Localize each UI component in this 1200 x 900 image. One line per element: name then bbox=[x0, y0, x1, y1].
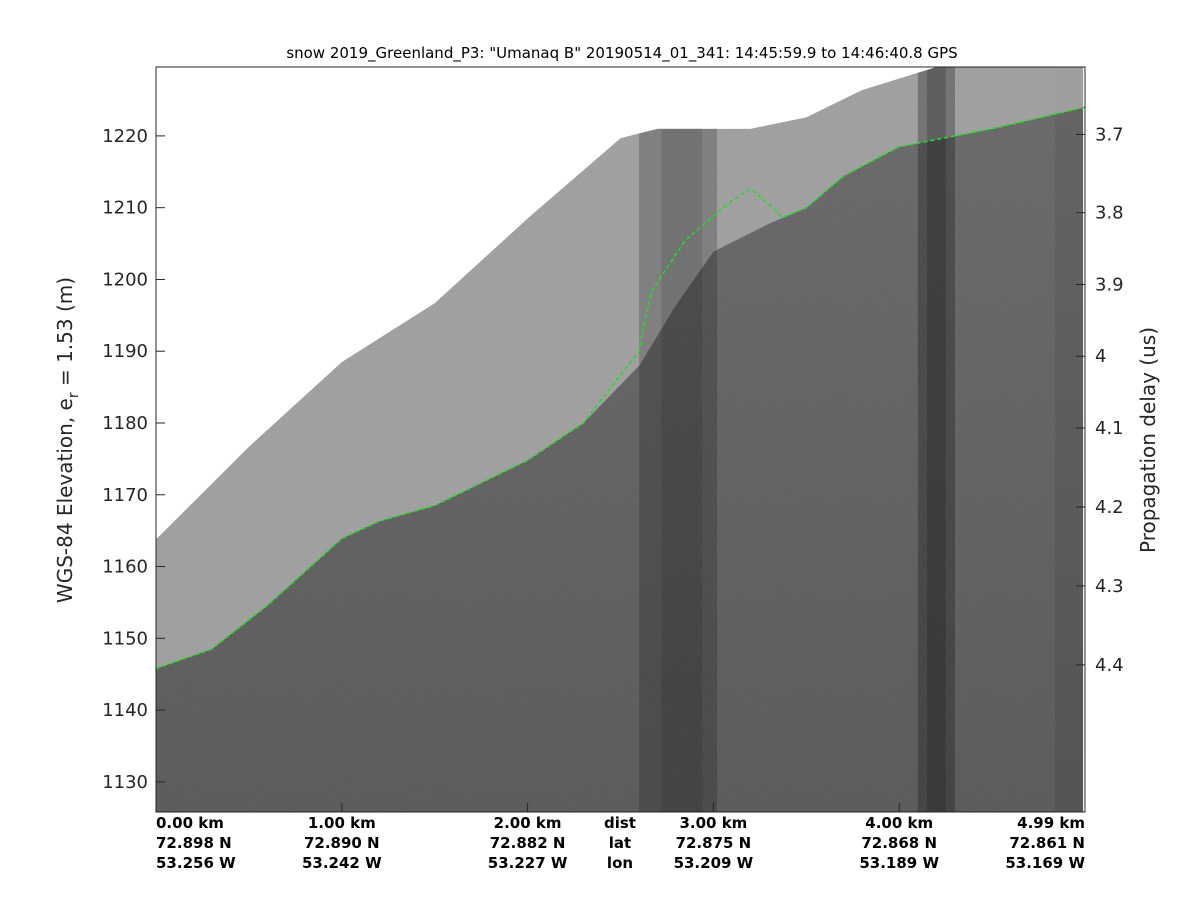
x-label-lat: 72.875 N bbox=[676, 834, 752, 852]
y2-tick-label: 4.3 bbox=[1095, 576, 1124, 597]
x-label-lon: 53.227 W bbox=[488, 854, 568, 872]
x-label-dist: 4.00 km bbox=[865, 814, 933, 832]
x-label-lat: 72.861 N bbox=[1009, 834, 1085, 852]
x-label-lon: 53.256 W bbox=[156, 854, 236, 872]
plot-frame bbox=[155, 66, 1086, 813]
x-row-label-lat: lat bbox=[609, 834, 631, 852]
y2-tick-label: 3.9 bbox=[1095, 274, 1124, 295]
x-label-lon: 53.169 W bbox=[1005, 854, 1085, 872]
y-axis-title-right: Propagation delay (us) bbox=[1136, 327, 1160, 553]
x-label-lat: 72.868 N bbox=[861, 834, 937, 852]
y-tick-label: 1220 bbox=[102, 126, 148, 147]
y-axis-left: 1130 1140 1150 1160 1170 1180 1190 1200 1210 1220 bbox=[102, 126, 165, 793]
x-row-label-lon: lon bbox=[607, 854, 633, 872]
x-axis-labels: 0.00 km 72.898 N 53.256 W 1.00 km 72.890 N 53… bbox=[155, 803, 1086, 872]
layer-tracker-line bbox=[156, 106, 1085, 670]
y-axis-title-subscript: r bbox=[66, 392, 82, 398]
white-gap-region bbox=[156, 67, 1085, 812]
x-label-dist: 2.00 km bbox=[494, 814, 562, 832]
y-tick-label: 1150 bbox=[102, 628, 148, 649]
x-row-label-dist: dist bbox=[604, 814, 636, 832]
x-label-lat: 72.898 N bbox=[156, 834, 232, 852]
x-label-lon: 53.242 W bbox=[302, 854, 382, 872]
y-axis-title-tail: = 1.53 (m) bbox=[53, 277, 77, 392]
y-tick-label: 1160 bbox=[102, 557, 148, 578]
x-label-lon: 53.189 W bbox=[859, 854, 939, 872]
y2-tick-label: 4.1 bbox=[1095, 418, 1124, 439]
y-tick-label: 1190 bbox=[102, 341, 148, 362]
y-axis-right: 3.7 3.8 3.9 4 4.1 4.2 4.3 4.4 bbox=[1076, 124, 1124, 676]
plot-area bbox=[156, 67, 1085, 812]
x-label-dist: 3.00 km bbox=[679, 814, 747, 832]
y-tick-label: 1170 bbox=[102, 485, 148, 506]
y2-tick-label: 3.7 bbox=[1095, 124, 1124, 145]
y-tick-label: 1200 bbox=[102, 269, 148, 290]
y-tick-label: 1130 bbox=[102, 772, 148, 793]
y2-tick-label: 4.2 bbox=[1095, 497, 1124, 518]
x-label-dist: 4.99 km bbox=[1017, 814, 1085, 832]
x-label-dist: 1.00 km bbox=[308, 814, 376, 832]
x-label-lat: 72.890 N bbox=[304, 834, 380, 852]
y2-tick-label: 4 bbox=[1095, 346, 1106, 367]
y-tick-label: 1180 bbox=[102, 413, 148, 434]
chart-title: snow 2019_Greenland_P3: "Umanaq B" 20190… bbox=[286, 44, 957, 63]
y-axis-title-main: WGS-84 Elevation, e bbox=[53, 398, 77, 603]
x-label-lat: 72.882 N bbox=[490, 834, 566, 852]
y-tick-label: 1140 bbox=[102, 700, 148, 721]
y-tick-label: 1210 bbox=[102, 198, 148, 219]
y2-tick-label: 4.4 bbox=[1095, 655, 1124, 676]
x-label-dist: 0.00 km bbox=[156, 814, 224, 832]
y2-tick-label: 3.8 bbox=[1095, 203, 1124, 224]
x-label-lon: 53.209 W bbox=[674, 854, 754, 872]
y-axis-title-left: WGS-84 Elevation, er = 1.53 (m) bbox=[53, 277, 82, 603]
